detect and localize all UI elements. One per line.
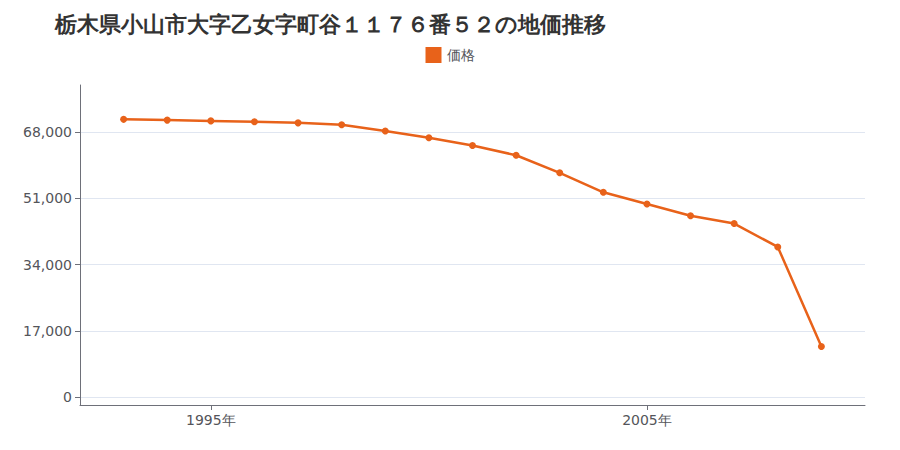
svg-text:1995年: 1995年 <box>186 412 236 428</box>
svg-text:68,000: 68,000 <box>23 124 72 140</box>
svg-text:17,000: 17,000 <box>23 323 72 339</box>
svg-text:34,000: 34,000 <box>23 257 72 273</box>
svg-text:0: 0 <box>63 389 72 405</box>
svg-text:栃木県小山市大字乙女字町谷１１７６番５２の地価推移: 栃木県小山市大字乙女字町谷１１７６番５２の地価推移 <box>54 12 606 37</box>
svg-text:価格: 価格 <box>447 47 475 63</box>
svg-text:51,000: 51,000 <box>23 190 72 206</box>
svg-text:2005年: 2005年 <box>622 412 672 428</box>
